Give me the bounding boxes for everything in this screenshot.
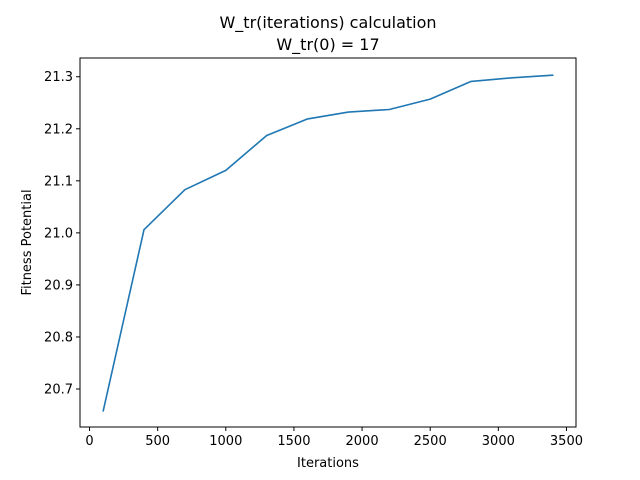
x-tick-label: 1000 [209, 434, 242, 449]
y-tick-label: 21.1 [44, 174, 73, 189]
x-axis: 0 500 1000 1500 2000 2500 3000 3500 [85, 427, 583, 449]
series-line [102, 74, 554, 412]
x-tick-label: 2500 [414, 434, 447, 449]
plot-frame [79, 57, 577, 428]
y-tick-label: 21.3 [44, 70, 73, 85]
y-axis: 20.7 20.8 20.9 21.0 21.1 21.2 21.3 [44, 70, 80, 398]
x-tick-label: 1500 [277, 434, 310, 449]
y-axis-label: Fitness Potential [20, 189, 35, 295]
x-tick-label: 3500 [550, 434, 583, 449]
y-tick-label: 20.9 [44, 278, 73, 293]
y-tick-label: 20.7 [44, 383, 73, 398]
x-tick-label: 3000 [482, 434, 515, 449]
x-tick-label: 0 [85, 434, 93, 449]
chart-title: W_tr(iterations) calculation [219, 13, 436, 33]
x-tick-label: 2000 [346, 434, 379, 449]
y-tick-label: 20.8 [44, 330, 73, 345]
y-tick-label: 21.2 [44, 122, 73, 137]
x-tick-label: 500 [145, 434, 170, 449]
plot-area [102, 74, 554, 412]
y-tick-label: 21.0 [44, 226, 73, 241]
chart-subtitle: W_tr(0) = 17 [276, 35, 379, 55]
x-axis-label: Iterations [297, 456, 359, 471]
